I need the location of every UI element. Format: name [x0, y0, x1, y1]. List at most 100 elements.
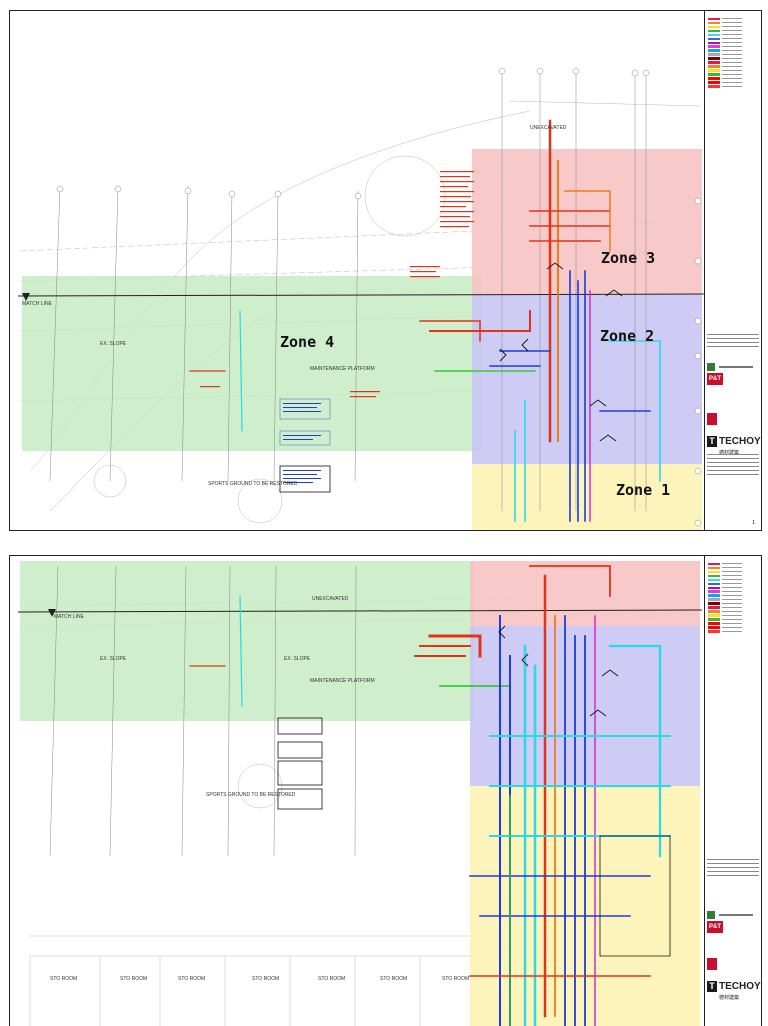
zone-1-label: Zone 1 [616, 481, 671, 499]
legend-text [722, 603, 742, 605]
match-line-label: MATCH LINE [22, 301, 52, 307]
legend-swatch [708, 65, 720, 68]
legend-swatch [708, 45, 720, 48]
legend-text [722, 77, 742, 79]
spec-notes [279, 398, 331, 493]
pipe-legend [708, 562, 758, 634]
legend-swatch [708, 29, 720, 32]
drawing-sheet-top: Zone 3 Zone 2 Zone 4 Zone 1 UNEXCAVATED … [9, 10, 762, 531]
zone-4-label: Zone 4 [280, 333, 335, 351]
legend-swatch [708, 562, 720, 565]
legend-swatch [708, 85, 720, 88]
grid-bubbles [56, 67, 702, 527]
legend-swatch [708, 614, 720, 617]
legend-row [708, 626, 758, 629]
legend-row [708, 570, 758, 573]
legend-row [708, 594, 758, 597]
legend-row [708, 49, 758, 52]
legend-row [708, 57, 758, 60]
utility-pipes [189, 565, 671, 1026]
sheet-number: 1 [752, 520, 755, 526]
legend-swatch [708, 69, 720, 72]
legend-row [708, 17, 758, 20]
legend-row [708, 582, 758, 585]
legend-swatch [708, 37, 720, 40]
legend-swatch [708, 61, 720, 64]
legend-swatch [708, 610, 720, 613]
drawing-sheet-bottom: UNEXCAVATED MATCH LINE EX. SLOPE EX. SLO… [9, 555, 762, 1026]
legend-row [708, 41, 758, 44]
client-logo [707, 906, 757, 924]
room-label: STO ROOM [178, 976, 206, 982]
legend-row [708, 53, 758, 56]
legend-row [708, 586, 758, 589]
legend-swatch [708, 73, 720, 76]
flow-arrows [498, 625, 619, 717]
title-block-top: P&T T TECHOY 德材建築 1 [704, 11, 761, 530]
legend-row [708, 45, 758, 48]
zone-1-area [472, 464, 702, 530]
contractor-logo: T TECHOY 德材建築 [707, 976, 761, 1001]
techoy-mark-icon: T [707, 435, 717, 447]
room-label: STO ROOM [442, 976, 470, 982]
maintenance-platform-label: MAINTENANCE PLATFORM [310, 366, 375, 372]
legend-text [722, 22, 742, 24]
legend-row [708, 598, 758, 601]
legend-text [722, 18, 742, 20]
legend-swatch [708, 53, 720, 56]
unexcavated-label: UNEXCAVATED [530, 125, 567, 131]
ex-slope-label-right: EX. SLOPE [284, 656, 311, 662]
legend-swatch [708, 566, 720, 569]
legend-text [722, 579, 742, 581]
legend-row [708, 618, 758, 621]
techoy-mark-icon: T [707, 980, 717, 992]
legend-swatch [708, 622, 720, 625]
spec-notes [277, 717, 323, 810]
legend-text [722, 614, 742, 616]
legend-row [708, 65, 758, 68]
zone-2-label: Zone 2 [600, 327, 655, 345]
legend-swatch [708, 618, 720, 621]
cad-plan-bottom [17, 561, 703, 1026]
legend-swatch [708, 570, 720, 573]
match-line [17, 609, 703, 613]
legend-row [708, 29, 758, 32]
legend-text [722, 62, 742, 64]
zone-4-area [20, 561, 475, 721]
legend-text [722, 587, 742, 589]
legend-swatch [708, 598, 720, 601]
legend-text [722, 571, 742, 573]
legend-swatch [708, 41, 720, 44]
legend-text [722, 54, 742, 56]
legend-row [708, 25, 758, 28]
room-label: STO ROOM [380, 976, 408, 982]
legend-row [708, 69, 758, 72]
legend-text [722, 26, 742, 28]
legend-swatch [708, 586, 720, 589]
legend-swatch [708, 578, 720, 581]
legend-text [722, 34, 742, 36]
legend-text [722, 567, 742, 569]
flow-arrows [499, 262, 623, 442]
zone-3-area [472, 149, 702, 294]
maintenance-platform-label: MAINTENANCE PLATFORM [310, 678, 375, 684]
legend-text [722, 81, 742, 83]
legend-swatch [708, 602, 720, 605]
legend-row [708, 562, 758, 565]
legend-swatch [708, 49, 720, 52]
grid-lines [49, 565, 357, 857]
zone-2-area [472, 294, 702, 464]
legend-swatch [708, 574, 720, 577]
legend-swatch [708, 590, 720, 593]
revision-rows [705, 331, 761, 350]
legend-row [708, 77, 758, 80]
legend-text [722, 611, 742, 612]
room-label: STO ROOM [252, 976, 280, 982]
pipe-legend [708, 17, 758, 89]
zone-4-area [22, 276, 482, 451]
legend-swatch [708, 626, 720, 629]
legend-row [708, 606, 758, 609]
legend-swatch [708, 17, 720, 20]
client-logo [707, 358, 757, 376]
grid-lines [49, 71, 647, 511]
